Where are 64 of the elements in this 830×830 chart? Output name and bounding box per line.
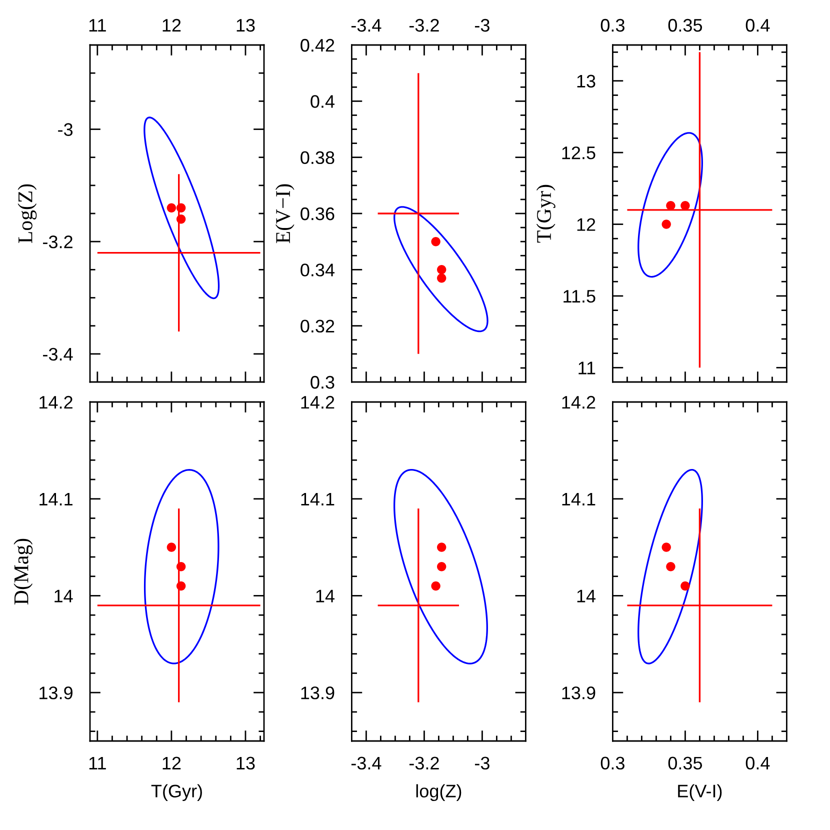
y-tick-label: 0.42 — [300, 38, 334, 52]
x-tick-label: 0.4 — [746, 18, 770, 32]
y-tick-label: 12 — [577, 218, 596, 231]
point — [436, 265, 446, 274]
x-tick-label: 11 — [89, 19, 106, 32]
x-tick-label: 0.4 — [746, 756, 770, 770]
point — [436, 273, 446, 283]
y-tick-label: -3.2 — [43, 236, 72, 248]
y-tick-label: 13.9 — [40, 686, 72, 700]
x-tick-label: -3 — [474, 756, 490, 770]
y-tick-label: 13 — [577, 74, 596, 88]
y-tick-label: 11.5 — [564, 290, 596, 303]
y-tick-label: 13.9 — [562, 686, 596, 700]
x-tick-label: -3.4 — [351, 18, 382, 32]
y-tick-label: 14 — [577, 590, 596, 602]
y-axis-title: D(Mag) — [14, 538, 33, 604]
x-tick-label: -3.4 — [351, 756, 382, 770]
y-axis-title: Log(Z) — [18, 184, 37, 243]
y-tick-label: -3.4 — [43, 348, 73, 361]
y-tick-label: 14.1 — [562, 492, 596, 506]
y-tick-label: 14 — [316, 590, 335, 602]
y-tick-label: 11 — [578, 362, 596, 374]
point — [176, 562, 186, 572]
y-tick-label: 14.1 — [40, 492, 72, 506]
y-tick-label: -3 — [58, 123, 73, 136]
x-tick-label: 0.3 — [600, 18, 624, 32]
point — [431, 236, 440, 246]
y-tick-label: 0.32 — [300, 320, 334, 333]
y-tick-label: 13.9 — [301, 686, 334, 700]
x-tick-label: 12 — [162, 756, 181, 770]
y-tick-label: 14.1 — [301, 492, 334, 506]
x-axis-title: E(V-I) — [678, 784, 722, 802]
point — [436, 562, 446, 572]
x-tick-label: 13 — [236, 756, 255, 770]
y-tick-label: 0.36 — [300, 207, 334, 220]
point — [666, 562, 676, 572]
x-tick-label: 12 — [162, 18, 181, 32]
point — [176, 581, 186, 591]
point — [431, 581, 440, 591]
point — [662, 542, 671, 552]
x-tick-label: 0.35 — [668, 756, 702, 770]
point — [680, 581, 690, 591]
x-tick-label: 0.35 — [668, 18, 702, 32]
y-tick-label: 0.3 — [310, 376, 334, 389]
x-tick-label: 11 — [89, 756, 106, 770]
x-tick-label: 0.3 — [600, 756, 624, 770]
y-tick-label: 14.2 — [562, 396, 596, 409]
y-tick-label: 0.38 — [300, 151, 334, 164]
x-axis-title: log(Z) — [416, 784, 462, 802]
y-tick-label: 14 — [54, 590, 73, 602]
y-tick-label: 0.4 — [310, 95, 335, 108]
x-axis-title: T(Gyr) — [151, 784, 202, 802]
x-tick-label: -3.2 — [409, 756, 439, 770]
point — [166, 542, 176, 552]
x-tick-label: -3 — [474, 18, 490, 32]
y-axis-title: T(Gyr) — [536, 184, 556, 243]
x-tick-label: -3.2 — [409, 18, 439, 32]
y-tick-label: 14.2 — [301, 396, 334, 409]
y-tick-label: 12.5 — [562, 146, 596, 160]
point — [436, 542, 446, 552]
y-axis-title: E(V−I) — [275, 184, 294, 244]
x-tick-label: 13 — [236, 18, 255, 32]
y-tick-label: 0.34 — [300, 264, 335, 276]
y-tick-label: 14.2 — [40, 396, 72, 409]
